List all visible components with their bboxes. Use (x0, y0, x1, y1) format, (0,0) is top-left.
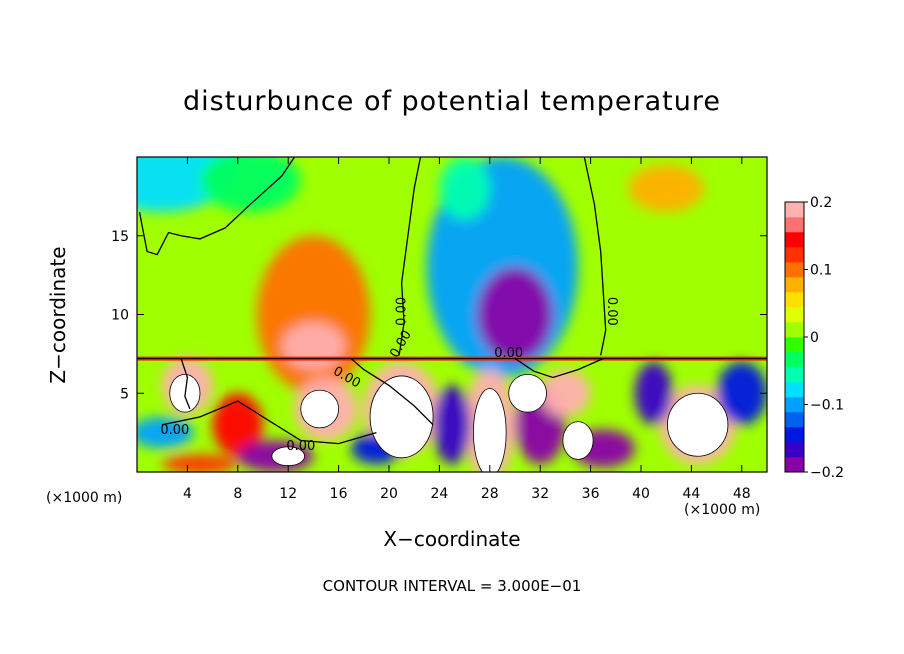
x-tick-label: 4 (183, 486, 192, 502)
x-unit-label-right: (×1000 m) (684, 502, 761, 518)
contour-lines (138, 157, 607, 445)
field-blob (439, 157, 490, 220)
chart-title: disturbunce of potential temperature (183, 86, 721, 117)
colorbar-swatch (785, 277, 804, 293)
field-blob (634, 361, 673, 425)
field-blob (477, 267, 553, 362)
colorbar-swatch (785, 262, 804, 278)
colorbar-swatch (785, 412, 804, 428)
x-tick-label: 12 (279, 486, 297, 502)
potential-temperature-field (137, 157, 767, 472)
field-blob (162, 454, 238, 472)
y-tick-label: 10 (111, 308, 129, 324)
x-tick-label: 44 (682, 486, 700, 502)
contour-label: 0.00 (604, 297, 619, 326)
colorbar-swatch (785, 442, 804, 458)
field-blob (137, 416, 194, 449)
contour-label: 0.00 (494, 346, 523, 361)
colorbar-swatch (785, 382, 804, 398)
x-tick-label: 24 (430, 486, 448, 502)
x-tick-label: 28 (481, 486, 499, 502)
contour-interval-note: CONTOUR INTERVAL = 3.000E−01 (322, 577, 582, 595)
colorbar-swatch (785, 217, 804, 233)
field-blob (716, 361, 767, 425)
y-axis-ticks: 5 10 15 (111, 229, 767, 402)
zero-contour (398, 157, 422, 356)
colorbar-swatch (785, 247, 804, 263)
colorbar-swatch (785, 397, 804, 413)
colorbar-swatch (785, 292, 804, 308)
colorbar-swatch (785, 232, 804, 248)
x-tick-label: 32 (531, 486, 549, 502)
zero-contour (350, 358, 434, 426)
contour-label: 0.00 (394, 297, 409, 326)
colorbar-swatch (785, 367, 804, 383)
field-blob (628, 164, 704, 213)
x-unit-label-left: (×1000 m) (46, 490, 123, 506)
out-of-range-region (473, 388, 507, 472)
field-blob (200, 157, 301, 213)
colorbar-swatch (785, 202, 804, 218)
colorbar-swatch (785, 457, 804, 473)
x-tick-label: 20 (380, 486, 398, 502)
contour-label: 0.00 (286, 439, 315, 454)
x-tick-label: 36 (582, 486, 600, 502)
field-blob (281, 322, 345, 370)
zero-contour (162, 400, 377, 445)
field-blob (540, 369, 591, 417)
x-tick-label: 16 (330, 486, 348, 502)
y-tick-label: 5 (120, 386, 129, 402)
colorbar-swatch (785, 337, 804, 353)
out-of-range-region (667, 392, 729, 457)
x-tick-label: 40 (632, 486, 650, 502)
field-blob (433, 385, 471, 465)
contour-label: 0.00 (160, 423, 189, 438)
out-of-range-region (562, 421, 594, 460)
colorbar-tick-label: 0.2 (810, 195, 832, 211)
colorbar-tick-label: 0.1 (810, 263, 832, 279)
zero-contour (583, 157, 607, 356)
colorbar-tick-label: −0.1 (810, 398, 844, 414)
colorbar-swatch (785, 307, 804, 323)
x-tick-label: 48 (733, 486, 751, 502)
x-axis-label: X−coordinate (383, 527, 521, 551)
out-of-range-region (369, 375, 434, 459)
y-tick-label: 15 (111, 229, 129, 245)
colorbar-tick-label: −0.2 (810, 465, 844, 481)
zero-contour (138, 157, 296, 256)
colorbar-tick-label: 0 (810, 330, 819, 346)
y-axis-label: Z−coordinate (46, 246, 70, 384)
zero-contour (514, 358, 604, 379)
zero-contour (180, 358, 191, 410)
colorbar: 0.2 0.1 0 −0.1 −0.2 (784, 195, 844, 481)
colorbar-swatch (785, 427, 804, 443)
x-tick-label: 8 (233, 486, 242, 502)
colorbar-swatch (785, 322, 804, 338)
out-of-range-region (508, 373, 547, 413)
x-axis-ticks: 4 8 12 16 20 24 28 32 36 40 44 48 (183, 157, 751, 502)
out-of-range-region (300, 389, 340, 429)
colorbar-swatch (785, 352, 804, 368)
